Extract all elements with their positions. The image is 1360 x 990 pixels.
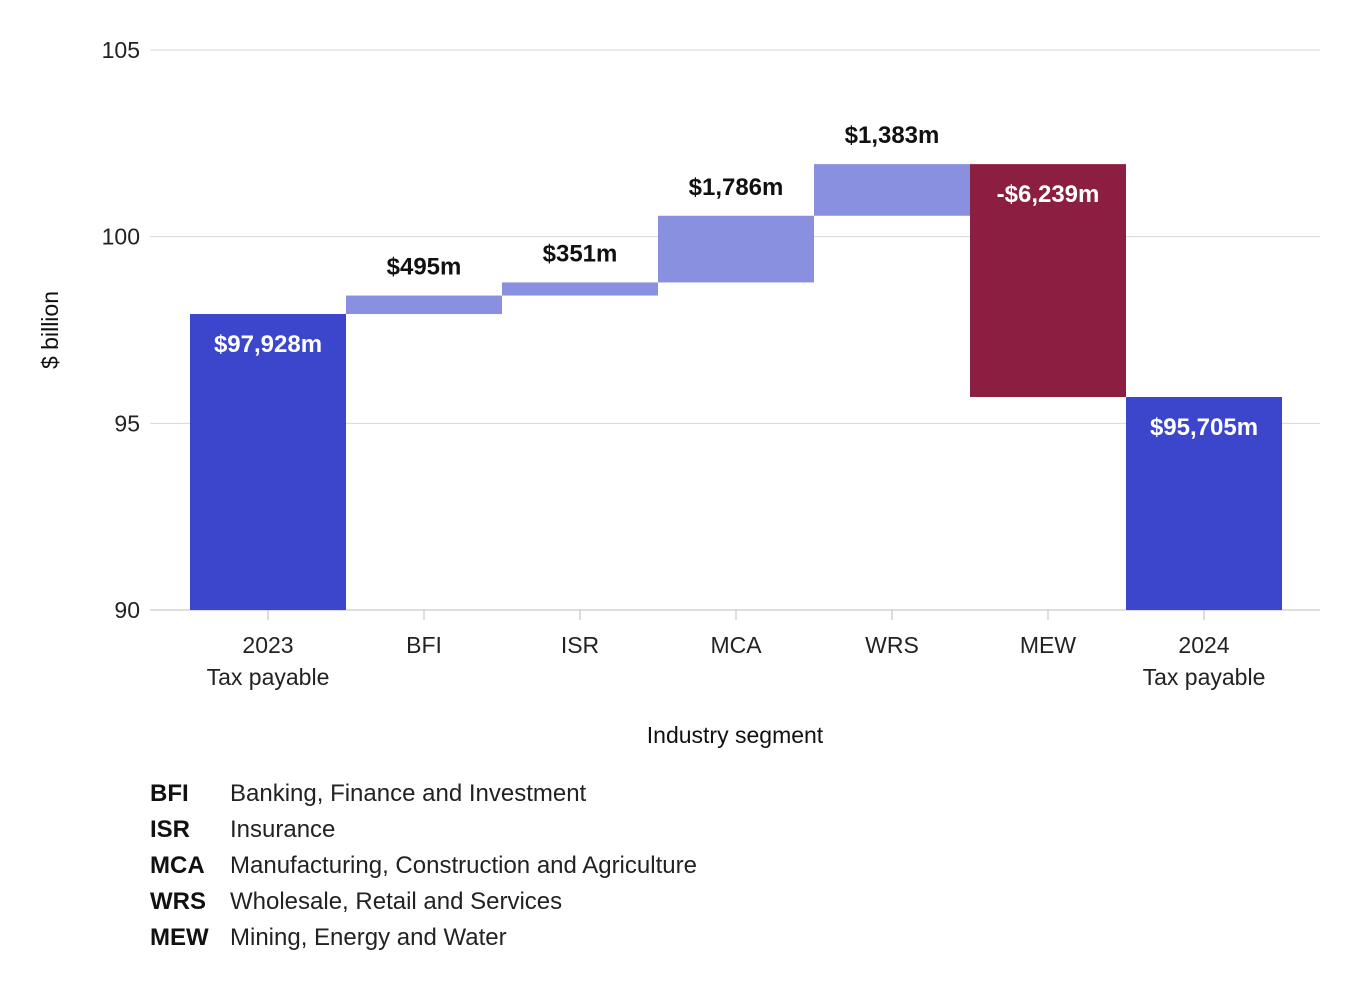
x-tick-label: 2024 <box>1178 632 1229 658</box>
y-tick-label: 95 <box>114 410 140 436</box>
y-tick-label: 105 <box>102 37 140 63</box>
bar-2023 <box>190 314 346 610</box>
legend-description: Mining, Energy and Water <box>230 924 507 951</box>
legend-row: MEW Mining, Energy and Water <box>150 920 697 956</box>
legend-row: WRS Wholesale, Retail and Services <box>150 884 697 920</box>
legend-abbreviation: MCA <box>150 852 205 879</box>
bar-isr <box>502 282 658 296</box>
legend-abbreviation: BFI <box>150 780 189 807</box>
data-label: $1,383m <box>845 122 940 149</box>
x-tick-label: ISR <box>561 632 599 658</box>
x-tick-label: MEW <box>1020 632 1077 658</box>
bar-mca <box>658 215 814 283</box>
legend-row: ISR Insurance <box>150 812 697 848</box>
x-tick-label-line2: Tax payable <box>1143 664 1266 690</box>
y-tick-labels: 90 95 100 105 <box>102 37 140 623</box>
legend-abbreviation: ISR <box>150 816 191 843</box>
legend-description: Banking, Finance and Investment <box>230 780 587 807</box>
x-tick-label: 2023 <box>242 632 293 658</box>
data-label: -$6,239m <box>997 181 1100 208</box>
x-tick-label-line2: Tax payable <box>207 664 330 690</box>
x-axis-label: Industry segment <box>647 722 824 748</box>
bar-wrs <box>814 164 970 216</box>
data-label: $351m <box>543 240 618 267</box>
data-label: $97,928m <box>214 331 322 358</box>
y-tick-label: 100 <box>102 224 140 250</box>
x-tick-label: WRS <box>865 632 919 658</box>
data-label: $95,705m <box>1150 414 1258 441</box>
waterfall-chart: 90 95 100 105 $97,928m $495m $351m $1,786m $1,3… <box>37 37 1320 748</box>
legend-abbreviation: WRS <box>150 888 206 915</box>
x-tick-label: MCA <box>710 632 762 658</box>
y-tick-label: 90 <box>114 597 140 623</box>
bar-mew <box>970 164 1126 398</box>
bar-2024 <box>1126 397 1282 610</box>
abbreviation-legend: BFI Banking, Finance and Investment ISR Ins… <box>150 776 697 956</box>
legend-abbreviation: MEW <box>150 924 209 951</box>
legend-description: Manufacturing, Construction and Agricult… <box>230 852 697 879</box>
bar-bfi <box>346 295 502 315</box>
legend-row: MCA Manufacturing, Construction and Agric… <box>150 848 697 884</box>
data-label: $495m <box>387 254 462 281</box>
x-category-labels: 2023 Tax payable BFI ISR MCA WRS MEW 2024 Tax pa… <box>207 610 1266 690</box>
y-axis-label: $ billion <box>37 291 63 369</box>
legend-description: Insurance <box>230 816 336 843</box>
x-tick-label: BFI <box>406 632 442 658</box>
data-label: $1,786m <box>689 174 784 201</box>
legend-description: Wholesale, Retail and Services <box>230 888 563 915</box>
bars: $97,928m $495m $351m $1,786m $1,383m -$6,239m… <box>190 122 1282 610</box>
legend-row: BFI Banking, Finance and Investment <box>150 776 697 812</box>
